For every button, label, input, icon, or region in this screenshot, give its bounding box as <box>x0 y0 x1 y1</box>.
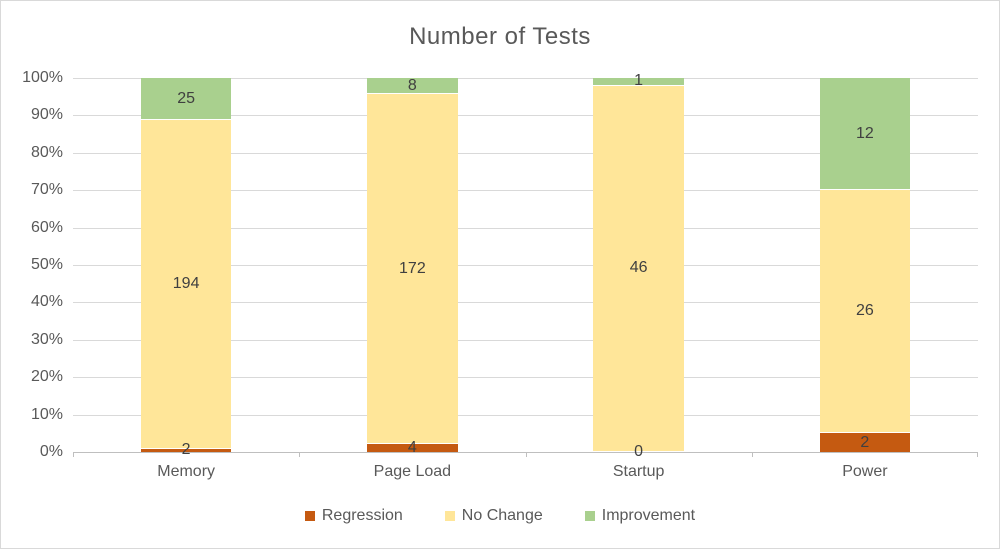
category-label: Startup <box>612 463 665 480</box>
y-tick-label: 20% <box>30 368 63 386</box>
x-axis-tick <box>73 452 74 457</box>
bar-segment-improvement: 8 <box>367 76 458 95</box>
category-label: Page Load <box>373 463 452 480</box>
bar-segment-no-change: 194 <box>140 120 232 449</box>
x-axis-tick <box>525 452 527 457</box>
bar-page-load: 8 172 4 <box>367 76 458 456</box>
chart-title: Number of Tests <box>409 23 591 50</box>
bar-segment-regression: 4 <box>367 439 458 456</box>
category-label: Memory <box>157 463 216 480</box>
bar-segment-no-change: 172 <box>367 94 458 444</box>
y-tick-label: 50% <box>30 256 63 273</box>
x-axis-tick <box>299 452 301 457</box>
y-tick-label: 60% <box>30 218 63 236</box>
bar-segment-regression: 2 <box>819 433 911 452</box>
y-tick-label: 40% <box>30 293 63 311</box>
legend-label: Regression <box>321 507 403 524</box>
legend-item-no-change: No Change <box>444 507 543 525</box>
y-tick-label: 80% <box>30 143 63 161</box>
plot-area: 100% 90% 80% 70% 60% 50% 40% 30% 20% 10% 0% 25 194 2 M… <box>22 69 978 480</box>
legend-item-regression: Regression <box>304 507 403 525</box>
data-label: 1 <box>634 72 644 90</box>
y-tick-label: 30% <box>30 330 63 348</box>
data-label: 172 <box>399 259 426 277</box>
bar-segment-improvement: 1 <box>593 72 684 89</box>
legend-label: Improvement <box>601 507 696 524</box>
legend-item-improvement: Improvement <box>584 507 696 525</box>
bar-segment-no-change: 26 <box>819 190 911 434</box>
gridline <box>73 190 978 192</box>
data-label: 25 <box>177 89 196 107</box>
bar-startup: 1 46 0 <box>593 72 684 460</box>
gridline <box>73 377 978 379</box>
y-tick-label: 90% <box>30 106 63 124</box>
y-tick-label: 70% <box>30 181 63 199</box>
gridline <box>73 152 978 154</box>
bar-segment-regression: 2 <box>140 441 232 458</box>
bar-segment-improvement: 25 <box>140 78 232 121</box>
legend-swatch-icon <box>584 511 595 521</box>
data-label: 12 <box>855 124 874 142</box>
x-axis-tick <box>977 452 978 457</box>
data-label: 46 <box>629 259 648 277</box>
y-tick-label: 100% <box>22 69 63 86</box>
gridline <box>73 339 978 341</box>
legend: Regression No Change Improvement <box>1 507 999 525</box>
gridline <box>73 78 978 79</box>
legend-swatch-icon <box>444 511 455 521</box>
bar-segment-no-change: 46 <box>593 85 684 452</box>
category-label: Power <box>842 463 888 480</box>
y-tick-label: 0% <box>39 443 63 460</box>
data-label: 8 <box>407 76 417 94</box>
data-label: 194 <box>172 274 200 292</box>
data-label: 4 <box>407 438 417 456</box>
bar-power: 12 26 2 <box>819 78 911 452</box>
gridline <box>73 265 978 266</box>
data-label: 2 <box>860 433 870 451</box>
legend-swatch-icon <box>304 511 315 521</box>
bar-memory: 25 194 2 <box>140 78 232 458</box>
gridline <box>73 115 978 117</box>
gridline <box>73 302 978 304</box>
gridline <box>73 227 978 229</box>
x-axis-tick <box>751 452 753 457</box>
data-label: 26 <box>855 302 874 320</box>
bar-segment-improvement: 12 <box>819 78 911 191</box>
gridline <box>73 414 978 416</box>
legend-label: No Change <box>461 507 543 524</box>
data-label: 2 <box>181 441 191 459</box>
y-tick-label: 10% <box>30 405 63 423</box>
data-label: 0 <box>634 443 644 460</box>
